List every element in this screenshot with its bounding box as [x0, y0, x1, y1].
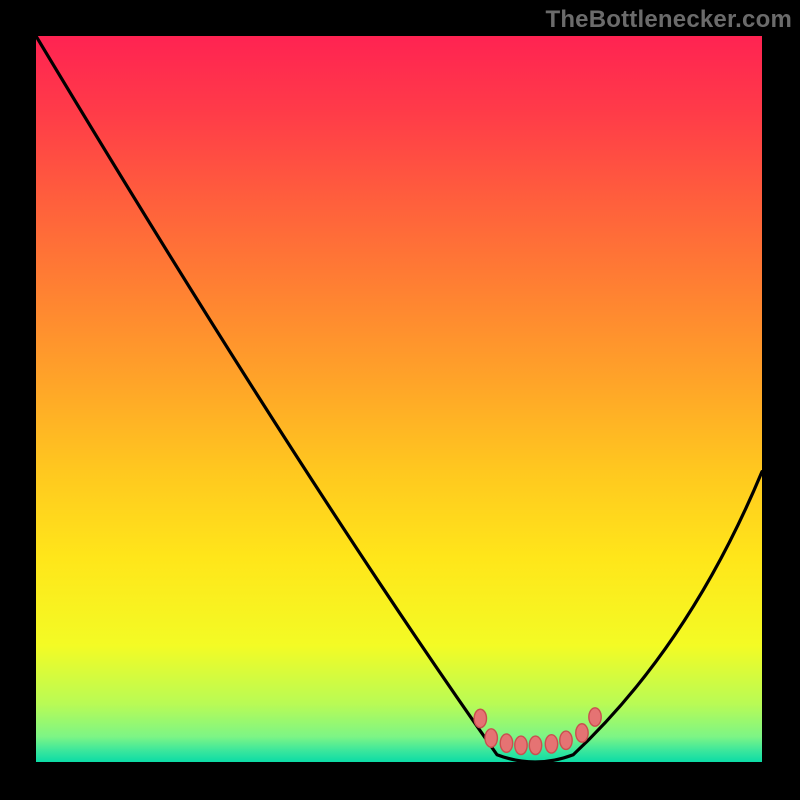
bottleneck-marker — [474, 709, 486, 727]
bottleneck-marker — [485, 729, 497, 747]
bottleneck-curve-chart — [0, 0, 800, 800]
bottleneck-marker — [576, 724, 588, 742]
bottleneck-marker — [560, 731, 572, 749]
bottleneck-marker — [589, 708, 601, 726]
bottleneck-marker — [500, 734, 512, 752]
bottleneck-marker — [515, 736, 527, 754]
bottleneck-marker — [545, 735, 557, 753]
gradient-field — [36, 36, 762, 762]
chart-stage: TheBottlenecker.com — [0, 0, 800, 800]
bottleneck-marker — [529, 736, 541, 754]
